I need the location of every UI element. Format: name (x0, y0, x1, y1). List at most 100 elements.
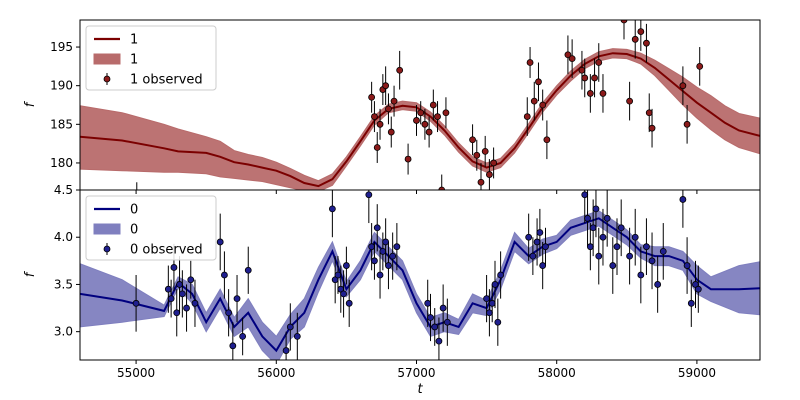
observed-point (225, 309, 233, 317)
observed-point (387, 128, 395, 136)
observed-point (637, 271, 645, 279)
observed-point (173, 309, 181, 317)
legend-label: 0 (130, 203, 138, 218)
observed-point (539, 101, 547, 109)
observed-point (164, 285, 172, 293)
observed-point (490, 159, 498, 167)
observed-point (599, 90, 607, 97)
observed-point (589, 224, 597, 232)
observed-point (535, 78, 542, 86)
observed-point (170, 264, 178, 271)
y-tick-label: 4.5 (54, 183, 73, 197)
observed-point (368, 93, 376, 101)
y-tick-label: 3.0 (54, 325, 73, 339)
observed-point (654, 281, 662, 288)
observed-point (417, 109, 425, 117)
observed-point (648, 257, 656, 265)
observed-point (427, 314, 434, 321)
observed-point (592, 205, 600, 213)
plot-area (80, 20, 760, 190)
observed-point (645, 109, 653, 117)
y-tick-label: 185 (50, 117, 73, 131)
x-tick-label: 56000 (257, 366, 295, 380)
observed-point (385, 105, 392, 113)
legend-band-swatch (93, 53, 121, 65)
observed-point (282, 347, 290, 354)
legend-label: 1 (130, 53, 138, 68)
observed-point (340, 290, 347, 298)
model-mean-line (80, 217, 760, 353)
observed-point (683, 262, 691, 269)
observed-point (442, 109, 450, 117)
observed-point (183, 304, 190, 312)
observed-point (379, 247, 387, 255)
observed-point (244, 266, 252, 274)
x-tick-label: 59000 (678, 366, 716, 380)
observed-point (683, 120, 691, 128)
observed-point (536, 229, 544, 236)
observed-point (239, 332, 247, 340)
observed-point (481, 147, 489, 155)
observed-point (286, 323, 294, 331)
y-tick-label: 4.0 (54, 230, 73, 244)
observed-point (595, 59, 603, 66)
observed-point (187, 276, 195, 284)
observed-point (584, 214, 591, 222)
observed-point (659, 247, 667, 255)
observed-point (488, 299, 496, 307)
observed-point (438, 186, 446, 190)
observed-point (626, 252, 634, 260)
observed-point (404, 155, 412, 163)
y-tick-label: 195 (50, 40, 73, 54)
observed-point (568, 55, 576, 63)
observed-point (603, 214, 611, 222)
observed-point (371, 257, 378, 265)
observed-point (176, 281, 183, 288)
observed-point (434, 113, 441, 120)
observed-point (469, 136, 476, 144)
observed-point (491, 281, 499, 288)
y-axis-label: f (23, 270, 38, 277)
observed-point (390, 97, 398, 105)
observed-point (328, 205, 336, 213)
y-tick-label: 190 (50, 79, 73, 93)
observed-point (581, 74, 589, 82)
observed-point (368, 243, 376, 251)
observed-point (679, 82, 687, 90)
observed-point (631, 35, 639, 43)
panel-top: 180 185 190 195 f 1 1 1 observed (23, 19, 761, 194)
observed-point (421, 120, 429, 128)
legend: 1 1 1 observed (85, 25, 217, 91)
observed-point (494, 318, 502, 326)
observed-point (376, 120, 384, 128)
x-tick-label: 57000 (397, 366, 435, 380)
observed-point (581, 191, 589, 199)
observed-point (578, 66, 586, 74)
observed-point (435, 337, 443, 345)
observed-point (382, 82, 390, 90)
observed-point (595, 252, 603, 260)
legend-label: 1 (130, 33, 138, 48)
legend-band-swatch (93, 223, 121, 235)
confidence-band (80, 48, 760, 190)
observed-point (413, 117, 420, 124)
observed-point (526, 59, 534, 66)
observed-point (373, 224, 381, 232)
legend-box (85, 195, 217, 261)
observed-point (486, 309, 493, 317)
observed-point (229, 342, 237, 350)
observed-point (564, 51, 572, 59)
observed-point (382, 238, 390, 246)
observed-point (533, 238, 541, 246)
observed-point (373, 144, 381, 151)
observed-point (613, 243, 621, 251)
observed-point (543, 136, 551, 144)
observed-point (643, 39, 650, 47)
observed-point (191, 299, 199, 307)
observed-point (525, 233, 533, 241)
observed-point (376, 271, 384, 279)
observed-point (371, 113, 378, 120)
observed-point (539, 262, 547, 269)
observed-point (365, 191, 373, 199)
